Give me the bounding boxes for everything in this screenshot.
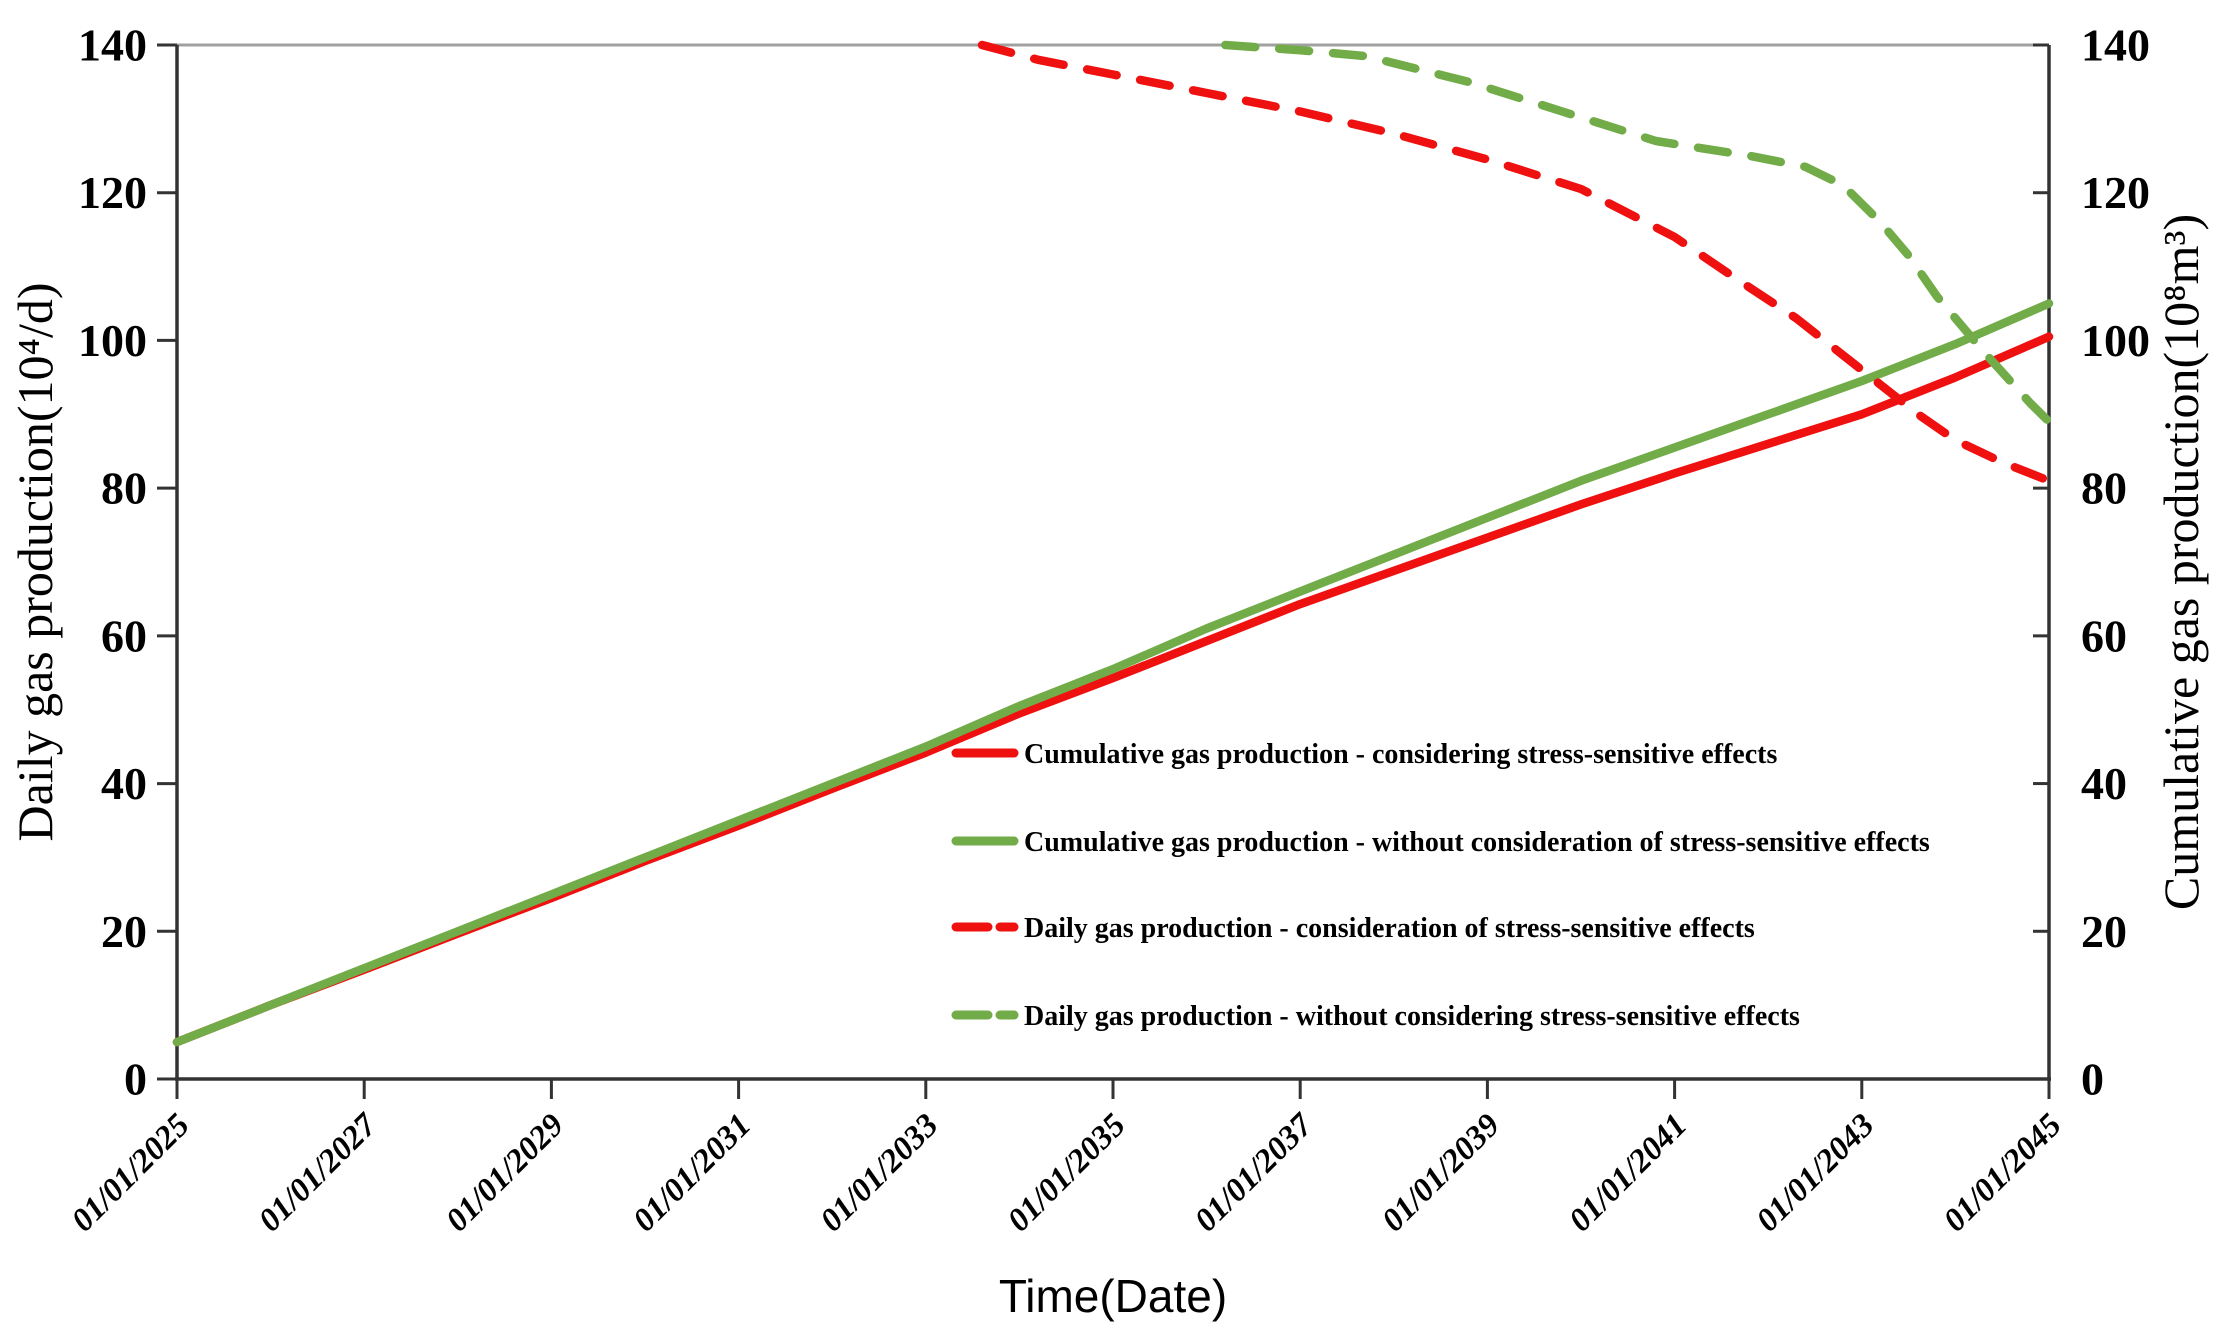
y-right-tick-label: 0 (2081, 1054, 2104, 1105)
y-left-tick-label: 20 (101, 906, 147, 957)
legend-label-daily-considering: Daily gas production - consideration of … (1024, 913, 1755, 944)
x-tick-label: 01/01/2029 (439, 1107, 571, 1239)
y-right-tick-label: 20 (2081, 906, 2127, 957)
y-left-tick-label: 100 (78, 315, 147, 366)
x-tick-label: 01/01/2039 (1375, 1107, 1507, 1239)
y-right-tick-label: 60 (2081, 610, 2127, 661)
series-line-daily-considering (977, 40, 2054, 486)
y-right-tick-label: 120 (2081, 167, 2150, 218)
x-tick-label: 01/01/2035 (1001, 1107, 1133, 1239)
legend-label-cumulative-without: Cumulative gas production - without cons… (1024, 827, 1930, 858)
y-left-tick-label: 40 (101, 758, 147, 809)
y-left-axis-title: Daily gas production(10⁴/d) (7, 283, 63, 842)
x-axis-title: Time(Date) (999, 1270, 1227, 1322)
y-right-tick-label: 80 (2081, 463, 2127, 514)
x-tick-label: 01/01/2045 (1937, 1107, 2069, 1239)
y-left-tick-label: 140 (78, 20, 147, 71)
x-tick-label: 01/01/2041 (1562, 1107, 1694, 1239)
x-tick-label: 01/01/2027 (252, 1106, 385, 1239)
x-tick-label: 01/01/2025 (65, 1107, 197, 1239)
series-line-cumulative-without (172, 299, 2054, 1047)
x-tick-label: 01/01/2037 (1188, 1106, 1321, 1239)
y-left-tick-label: 60 (101, 610, 147, 661)
x-tick-label: 01/01/2033 (814, 1107, 946, 1239)
y-right-axis-title: Cumulative gas production(10⁸m³) (2153, 214, 2209, 910)
y-left-tick-label: 0 (124, 1054, 147, 1105)
y-right-tick-label: 40 (2081, 758, 2127, 809)
y-left-tick-label: 120 (78, 167, 147, 218)
series-line-daily-without (1221, 40, 2054, 426)
legend-label-cumulative-considering: Cumulative gas production - considering … (1024, 739, 1777, 770)
x-tick-label: 01/01/2031 (626, 1107, 758, 1239)
y-right-tick-label: 100 (2081, 315, 2150, 366)
y-right-tick-label: 140 (2081, 20, 2150, 71)
y-left-tick-label: 80 (101, 463, 147, 514)
legend-label-daily-without: Daily gas production - without consideri… (1024, 1001, 1800, 1032)
x-tick-label: 01/01/2043 (1750, 1107, 1882, 1239)
